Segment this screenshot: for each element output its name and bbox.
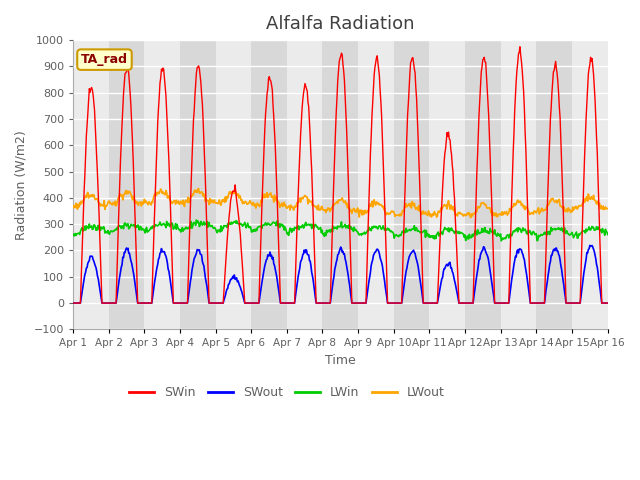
- LWin: [188, 225, 196, 231]
- X-axis label: Time: Time: [325, 354, 356, 367]
- LWout: [467, 215, 475, 220]
- LWout: [69, 205, 77, 211]
- Legend: SWin, SWout, LWin, LWout: SWin, SWout, LWin, LWout: [124, 381, 450, 404]
- LWin: [69, 232, 77, 238]
- Text: TA_rad: TA_rad: [81, 53, 128, 66]
- SWout: [79, 286, 86, 291]
- SWin: [604, 300, 612, 306]
- SWin: [516, 44, 524, 49]
- LWout: [604, 205, 612, 211]
- SWin: [79, 231, 86, 237]
- LWin: [406, 227, 413, 232]
- Line: LWin: LWin: [73, 220, 608, 241]
- LWin: [497, 238, 505, 244]
- LWout: [422, 209, 429, 215]
- SWin: [405, 85, 413, 91]
- SWin: [421, 300, 429, 306]
- LWin: [422, 234, 429, 240]
- Bar: [572, 40, 608, 329]
- SWin: [216, 300, 224, 306]
- LWout: [217, 203, 225, 208]
- Line: SWin: SWin: [73, 47, 608, 303]
- Bar: [216, 40, 252, 329]
- Line: LWout: LWout: [73, 189, 608, 217]
- LWout: [134, 200, 141, 205]
- LWin: [193, 217, 200, 223]
- Bar: [429, 40, 465, 329]
- SWout: [134, 300, 141, 306]
- LWout: [188, 193, 196, 199]
- SWout: [405, 254, 413, 260]
- Title: Alfalfa Radiation: Alfalfa Radiation: [266, 15, 415, 33]
- LWin: [217, 223, 225, 229]
- LWout: [195, 186, 202, 192]
- Y-axis label: Radiation (W/m2): Radiation (W/m2): [15, 130, 28, 240]
- Bar: [323, 40, 358, 329]
- SWin: [69, 300, 77, 306]
- Bar: [180, 40, 216, 329]
- SWout: [586, 242, 594, 248]
- Bar: [500, 40, 536, 329]
- SWout: [604, 300, 612, 306]
- LWin: [79, 227, 86, 232]
- Bar: [287, 40, 323, 329]
- LWin: [134, 222, 141, 228]
- LWout: [79, 198, 86, 204]
- SWin: [134, 300, 141, 306]
- SWout: [216, 300, 224, 306]
- Bar: [252, 40, 287, 329]
- SWin: [188, 156, 196, 162]
- LWin: [604, 232, 612, 238]
- Bar: [465, 40, 500, 329]
- Bar: [536, 40, 572, 329]
- Bar: [109, 40, 144, 329]
- Line: SWout: SWout: [73, 245, 608, 303]
- LWout: [406, 204, 413, 209]
- SWout: [69, 300, 77, 306]
- Bar: [394, 40, 429, 329]
- SWout: [421, 300, 429, 306]
- SWout: [188, 267, 196, 273]
- Bar: [358, 40, 394, 329]
- Bar: [73, 40, 109, 329]
- Bar: [144, 40, 180, 329]
